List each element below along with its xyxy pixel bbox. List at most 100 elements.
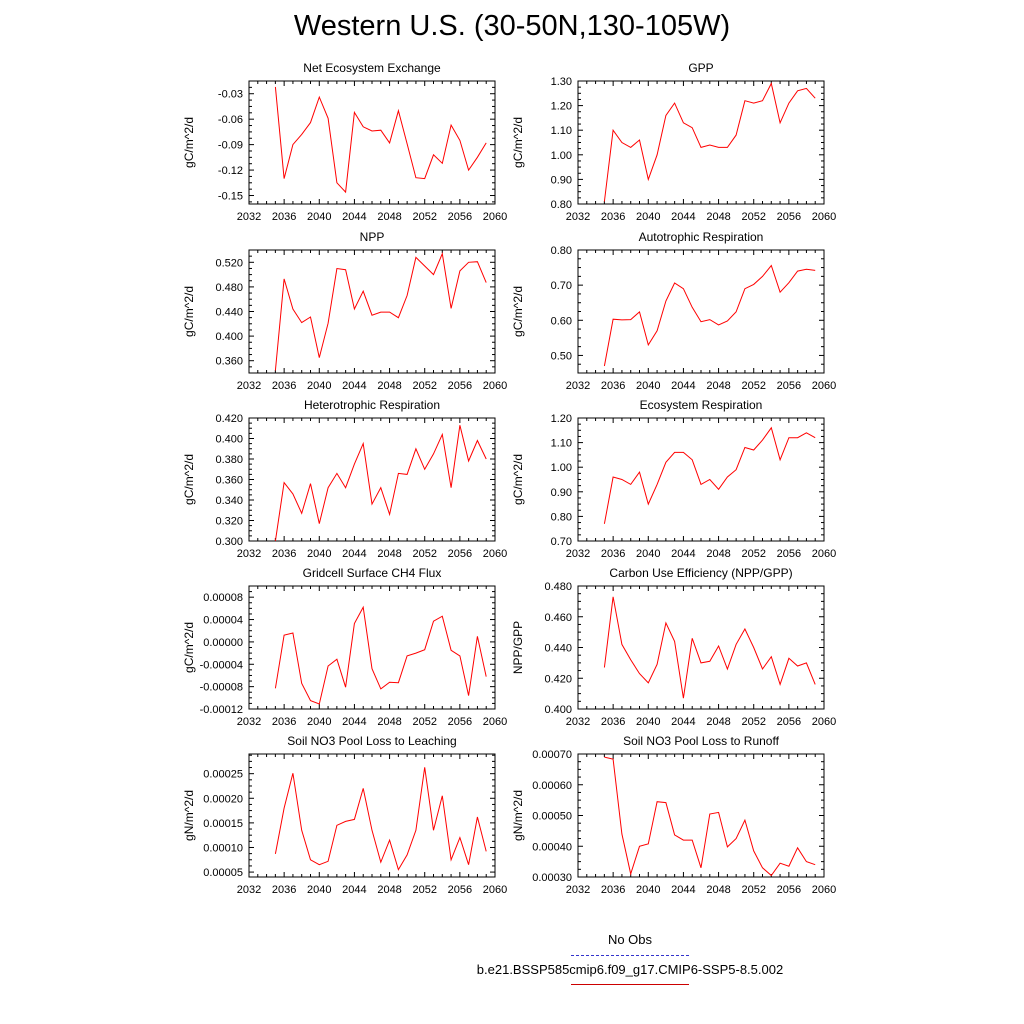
y-tick-label: 0.360: [215, 475, 243, 487]
y-axis-label: gC/m^2/d: [511, 117, 525, 168]
panel-title: Ecosystem Respiration: [640, 398, 763, 412]
x-tick-label: 2044: [671, 380, 695, 392]
x-tick-label: 2044: [671, 548, 695, 560]
panel-title: Soil NO3 Pool Loss to Leaching: [287, 734, 456, 748]
y-tick-label: 0.90: [551, 487, 572, 499]
x-tick-label: 2056: [448, 884, 472, 896]
y-axis-label: NPP/GPP: [511, 621, 525, 674]
y-tick-label: 0.50: [551, 350, 572, 362]
x-tick-label: 2056: [777, 211, 801, 223]
y-tick-label: 1.00: [551, 462, 572, 474]
y-tick-label: 0.360: [215, 356, 243, 368]
series-line: [603, 596, 816, 699]
panel-title: NPP: [360, 230, 385, 244]
y-tick-label: 0.70: [551, 536, 572, 548]
y-tick-label: 0.400: [215, 331, 243, 343]
x-tick-label: 2040: [307, 884, 331, 896]
x-tick-label: 2036: [272, 380, 296, 392]
x-tick-label: 2036: [601, 211, 625, 223]
y-tick-label: 0.400: [215, 434, 243, 446]
x-tick-label: 2032: [237, 884, 261, 896]
x-tick-label: 2032: [237, 211, 261, 223]
y-tick-label: 0.480: [215, 282, 243, 294]
panel-title: Net Ecosystem Exchange: [303, 61, 441, 75]
x-tick-label: 2036: [272, 716, 296, 728]
y-tick-label: 0.00060: [532, 780, 572, 792]
panel-title: Autotrophic Respiration: [639, 230, 764, 244]
panel-title: Soil NO3 Pool Loss to Runoff: [623, 734, 780, 748]
y-axis-label: gN/m^2/d: [182, 790, 196, 841]
y-tick-label: -0.09: [218, 140, 243, 152]
x-tick-label: 2056: [777, 716, 801, 728]
x-tick-label: 2052: [412, 716, 436, 728]
y-tick-label: 0.520: [215, 257, 243, 269]
x-tick-label: 2036: [272, 548, 296, 560]
y-tick-label: 0.00008: [203, 592, 243, 604]
y-tick-label: -0.00008: [200, 682, 243, 694]
y-tick-label: 0.00050: [532, 811, 572, 823]
x-tick-label: 2036: [601, 884, 625, 896]
x-tick-label: 2056: [777, 380, 801, 392]
y-tick-label: 0.00030: [532, 872, 572, 884]
y-tick-label: -0.00012: [200, 704, 243, 716]
x-tick-label: 2044: [671, 211, 695, 223]
chart-panel-3: 2032 2036 2040 2044 2048 2052 2056 2060 0.360 0.4…: [182, 230, 507, 392]
x-tick-label: 2052: [741, 716, 765, 728]
chart-panel-1: 2032 2036 2040 2044 2048 2052 2056 2060 -0.15 -0.…: [182, 61, 507, 223]
y-tick-label: 1.10: [551, 438, 572, 450]
x-tick-label: 2060: [483, 884, 507, 896]
x-tick-label: 2040: [636, 716, 660, 728]
panel-title: Heterotrophic Respiration: [304, 398, 440, 412]
y-tick-label: 0.60: [551, 315, 572, 327]
y-tick-label: 1.20: [551, 101, 572, 113]
x-tick-label: 2052: [412, 380, 436, 392]
plot-frame: [248, 585, 496, 710]
x-tick-label: 2060: [483, 716, 507, 728]
x-tick-label: 2040: [636, 884, 660, 896]
y-axis-label: gC/m^2/d: [182, 117, 196, 168]
panel-title: GPP: [688, 61, 713, 75]
plot-frame: [248, 249, 496, 374]
x-tick-label: 2060: [812, 380, 836, 392]
chart-panel-8: 2032 2036 2040 2044 2048 2052 2056 2060 0.400 0.4…: [511, 566, 836, 728]
y-tick-label: 0.80: [551, 245, 572, 257]
series-line: [274, 605, 487, 705]
x-tick-label: 2040: [307, 716, 331, 728]
y-tick-label: 0.00020: [203, 793, 243, 805]
plot-frame: [577, 417, 825, 542]
y-tick-label: 0.70: [551, 280, 572, 292]
plot-frame: [248, 80, 496, 205]
x-tick-label: 2032: [566, 548, 590, 560]
x-tick-label: 2060: [812, 548, 836, 560]
x-tick-label: 2052: [741, 884, 765, 896]
series-line: [603, 82, 816, 202]
plot-frame: [577, 249, 825, 374]
y-tick-label: 0.420: [215, 413, 243, 425]
y-tick-label: 0.480: [544, 581, 572, 593]
y-tick-label: 0.90: [551, 174, 572, 186]
y-tick-label: 0.00040: [532, 841, 572, 853]
page-title: Western U.S. (30-50N,130-105W): [293, 10, 731, 42]
x-tick-label: 2044: [342, 884, 366, 896]
x-tick-label: 2060: [812, 211, 836, 223]
x-tick-label: 2048: [377, 716, 401, 728]
y-tick-label: 0.00025: [203, 769, 243, 781]
x-tick-label: 2056: [777, 884, 801, 896]
x-tick-label: 2060: [483, 548, 507, 560]
x-tick-label: 2036: [601, 380, 625, 392]
y-tick-label: 0.400: [544, 704, 572, 716]
x-tick-label: 2044: [671, 716, 695, 728]
chart-panel-7: 2032 2036 2040 2044 2048 2052 2056 2060 -0.00012…: [182, 566, 507, 728]
x-tick-label: 2032: [566, 211, 590, 223]
x-tick-label: 2032: [237, 380, 261, 392]
x-tick-label: 2048: [706, 716, 730, 728]
x-tick-label: 2048: [377, 211, 401, 223]
x-tick-label: 2032: [566, 716, 590, 728]
x-tick-label: 2036: [272, 211, 296, 223]
chart-panel-5: 2032 2036 2040 2044 2048 2052 2056 2060 0.300 0.3…: [182, 398, 507, 560]
y-tick-label: 0.440: [544, 643, 572, 655]
y-axis-label: gC/m^2/d: [182, 622, 196, 673]
x-tick-label: 2036: [272, 884, 296, 896]
series-line: [604, 756, 816, 877]
